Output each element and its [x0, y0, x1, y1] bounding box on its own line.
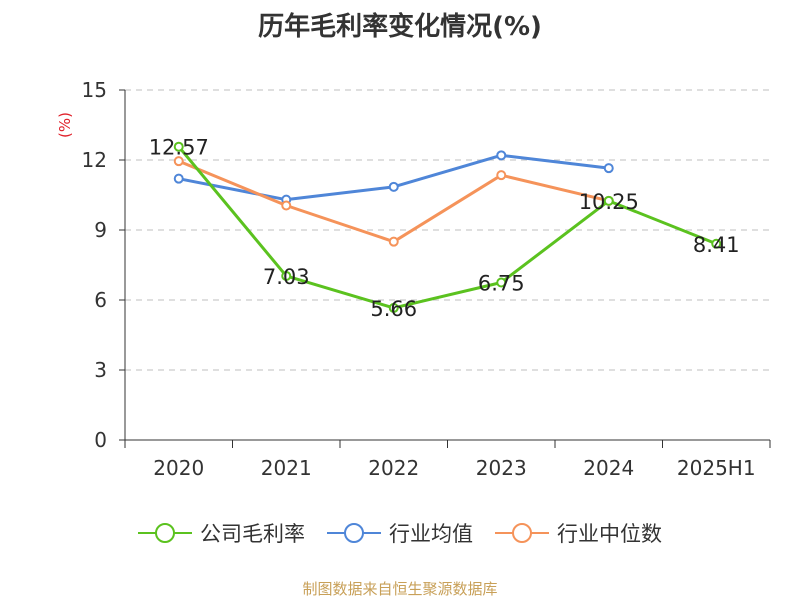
data-point: [281, 200, 292, 211]
data-point: [388, 236, 399, 247]
legend-label-company: 公司毛利率: [200, 522, 305, 546]
data-point: [496, 277, 507, 288]
data-point: [173, 156, 184, 167]
y-tick-label: 9: [94, 218, 107, 242]
chart-title: 历年毛利率变化情况(%): [258, 12, 542, 42]
x-tick-label: 2024: [583, 456, 634, 480]
data-point: [173, 173, 184, 184]
data-label: 6.75: [478, 272, 525, 296]
legend-item-company[interactable]: 公司毛利率: [138, 518, 305, 548]
x-tick-label: 2023: [476, 456, 527, 480]
x-tick-label: 2021: [261, 456, 312, 480]
legend-swatch-industry-mean: [327, 523, 381, 543]
data-point: [173, 141, 184, 152]
data-point: [603, 163, 614, 174]
data-point: [711, 238, 722, 249]
data-point: [388, 302, 399, 313]
y-tick-label: 15: [82, 78, 107, 102]
x-tick-label: 2025H1: [677, 456, 756, 480]
source-note: 制图数据来自恒生聚源数据库: [302, 580, 498, 598]
x-tick-label: 2022: [368, 456, 419, 480]
legend-item-industry-median[interactable]: 行业中位数: [495, 518, 662, 548]
legend-label-industry-mean: 行业均值: [389, 522, 473, 546]
y-tick-label: 12: [82, 148, 107, 172]
legend-label-industry-median: 行业中位数: [557, 522, 662, 546]
data-point: [388, 181, 399, 192]
y-axis-label: (%): [56, 112, 74, 138]
legend: 公司毛利率 行业均值 行业中位数: [0, 518, 800, 548]
series-line-0: [177, 145, 717, 310]
data-point: [496, 150, 507, 161]
data-point: [496, 170, 507, 181]
y-tick-label: 6: [94, 288, 107, 312]
legend-swatch-industry-median: [495, 523, 549, 543]
data-point: [281, 270, 292, 281]
data-label: 5.66: [370, 297, 417, 321]
legend-swatch-company: [138, 523, 192, 543]
data-label: 8.41: [693, 233, 740, 257]
x-tick-label: 2020: [153, 456, 204, 480]
data-label: 10.25: [579, 190, 639, 214]
data-point: [603, 195, 614, 206]
y-tick-label: 0: [94, 428, 107, 452]
legend-item-industry-mean[interactable]: 行业均值: [327, 518, 473, 548]
y-tick-label: 3: [94, 358, 107, 382]
series-line-1: [178, 153, 609, 202]
data-label: 7.03: [263, 265, 310, 289]
data-label: 12.57: [149, 136, 209, 160]
